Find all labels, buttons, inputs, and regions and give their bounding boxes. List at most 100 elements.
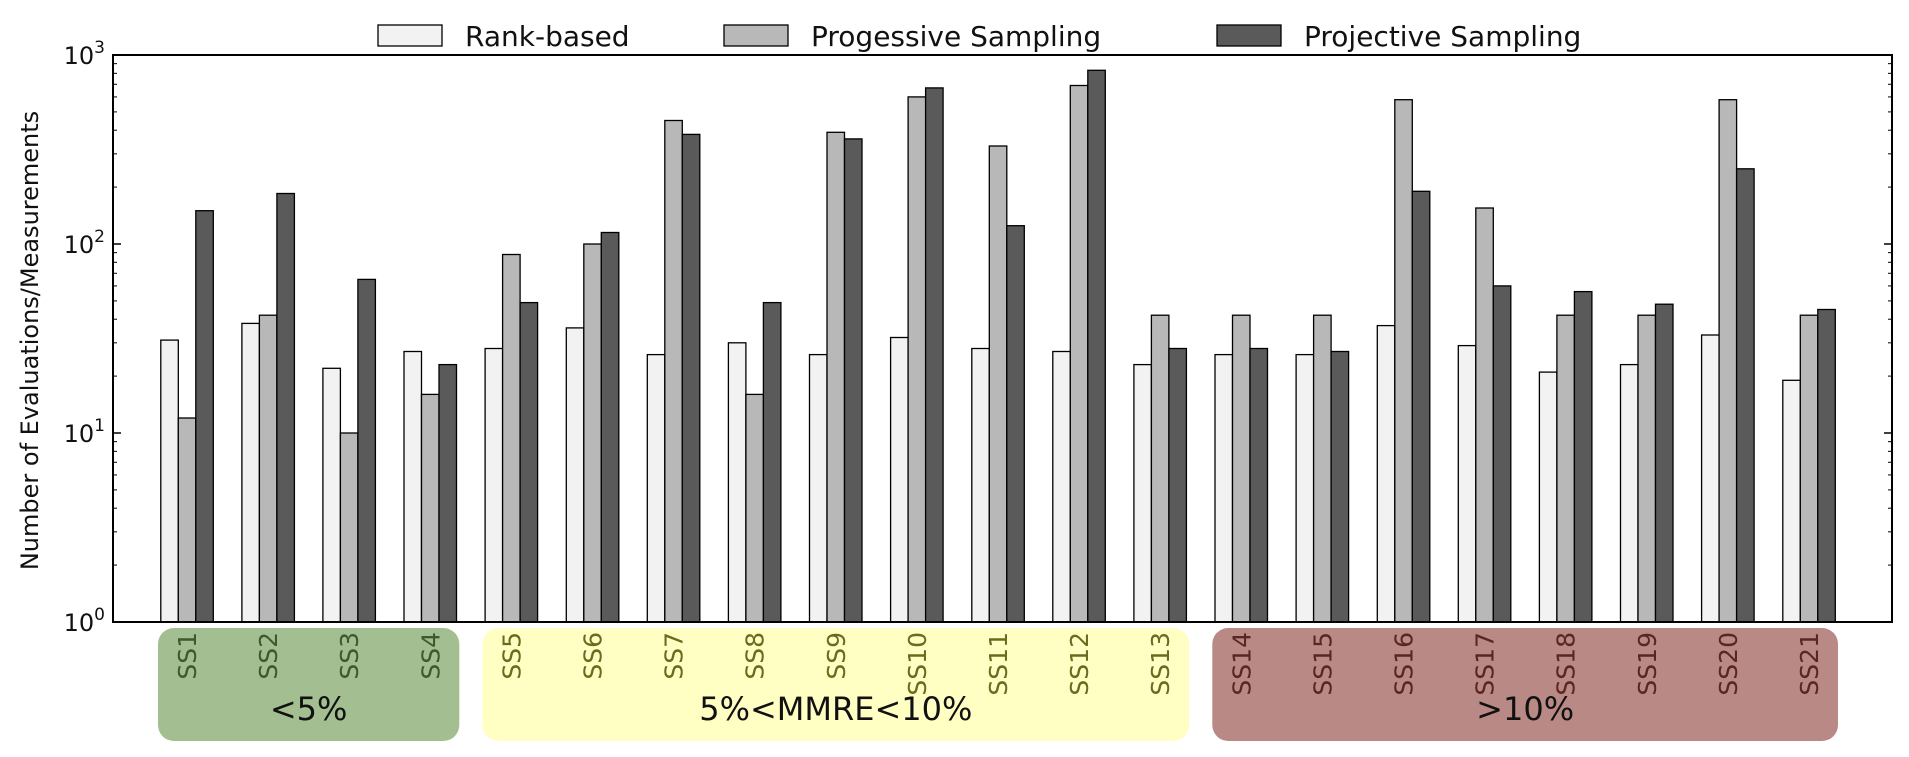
x-tick-label-SS20: SS20 [1714,632,1743,696]
x-tick-label-SS17: SS17 [1471,632,1500,696]
bar-SS12-series-2 [1087,69,1106,623]
x-tick-label-SS16: SS16 [1390,632,1419,696]
group-label-2: >10% [1476,690,1574,728]
bar-SS18-series-2 [1573,290,1593,623]
x-tick-label-SS4: SS4 [416,632,445,680]
x-tick-label-SS19: SS19 [1633,632,1662,696]
bar-SS2-series-2 [276,192,296,623]
y-tick-label-1: 101 [64,416,105,448]
x-axis-labels: SS1 SS2 SS3 SS4 SS5 SS6 SS7 SS8 SS9 SS10 SS11 SS12 S… [173,632,1824,696]
bars [160,69,1836,623]
x-tick-label-SS21: SS21 [1795,632,1824,696]
bar-SS17-series-0 [1457,344,1477,623]
x-tick-label-SS18: SS18 [1552,632,1581,696]
bar-SS10-series-0 [889,336,909,623]
bar-SS18-series-0 [1538,371,1558,623]
bar-SS4-series-2 [438,363,458,623]
bar-SS4-series-1 [420,393,440,623]
bar-SS7-series-0 [646,353,666,623]
legend-swatch-0 [377,24,443,47]
bar-SS14-series-2 [1249,347,1269,623]
group-band-2 [1212,628,1838,741]
bar-SS15-series-1 [1312,314,1332,623]
group-label-1: 5%<MMRE<10% [699,690,972,728]
group-backgrounds: <5% 5%<MMRE<10% >10% [158,628,1838,741]
y-tick-label-0: 100 [64,605,105,637]
bar-SS13-series-1 [1150,314,1170,623]
bar-SS6-series-1 [583,243,602,623]
bar-SS10-series-1 [907,96,927,623]
bar-SS8-series-2 [762,301,782,623]
bar-SS5-series-1 [501,253,521,623]
bar-SS19-series-0 [1619,363,1639,623]
bar-SS16-series-0 [1376,324,1396,623]
y-tick-label-2: 102 [64,227,105,259]
bar-SS21-series-1 [1799,314,1819,623]
bar-SS3-series-0 [322,367,342,623]
x-tick-label-SS14: SS14 [1227,632,1256,696]
bar-SS14-series-0 [1214,353,1234,623]
x-tick-label-SS1: SS1 [173,632,202,680]
bar-SS16-series-1 [1394,99,1413,623]
bar-SS7-series-1 [664,119,683,623]
bar-SS1-series-1 [177,417,197,623]
x-tick-label-SS12: SS12 [1065,632,1094,696]
bar-SS15-series-0 [1295,353,1315,623]
x-tick-label-SS6: SS6 [579,632,608,680]
group-band-0 [158,628,460,741]
bar-SS6-series-0 [565,327,585,623]
bar-SS9-series-1 [826,131,846,623]
bar-SS11-series-1 [988,145,1008,623]
legend-label-0: Rank-based [465,20,630,53]
bar-SS5-series-2 [519,301,539,623]
legend: Rank-based Progessive Sampling Projective … [377,20,1581,53]
x-tick-label-SS5: SS5 [497,632,526,680]
bar-SS11-series-0 [971,347,990,623]
x-tick-label-SS10: SS10 [903,632,932,696]
x-tick-label-SS15: SS15 [1308,632,1337,696]
bar-SS20-series-2 [1735,168,1755,623]
x-tick-label-SS2: SS2 [254,632,283,680]
bar-SS1-series-2 [195,210,214,623]
legend-label-1: Progessive Sampling [811,20,1101,53]
bar-SS20-series-1 [1718,99,1738,623]
y-axis: 100 101 102 103 [64,38,1892,637]
group-band-1 [482,628,1190,741]
bar-SS13-series-0 [1133,363,1153,623]
bar-SS9-series-2 [843,138,863,623]
x-tick-label-SS13: SS13 [1146,632,1175,696]
y-axis-label: Number of Evaluations/Measurements [16,111,44,570]
x-tick-label-SS3: SS3 [335,632,364,680]
bar-SS12-series-1 [1069,84,1089,623]
legend-label-2: Projective Sampling [1304,20,1581,53]
y-tick-label-3: 103 [64,38,105,70]
bar-SS9-series-0 [808,353,828,623]
x-tick-label-SS11: SS11 [984,632,1013,696]
bar-SS12-series-0 [1052,350,1071,623]
bar-SS5-series-0 [484,347,504,623]
group-label-0: <5% [270,690,348,728]
bar-SS17-series-2 [1492,285,1512,623]
bar-SS8-series-0 [727,342,747,623]
bar-SS8-series-1 [745,393,765,623]
plot-frame [112,54,1893,623]
bar-SS14-series-1 [1231,314,1251,623]
x-tick-label-SS8: SS8 [741,632,770,680]
legend-swatch-2 [1216,24,1282,47]
bar-SS3-series-2 [357,278,377,623]
bar-SS3-series-1 [339,432,359,623]
bar-SS15-series-2 [1330,350,1350,623]
legend-swatch-1 [723,24,789,47]
bar-SS6-series-2 [600,231,620,623]
bar-SS19-series-2 [1654,303,1674,623]
bar-SS10-series-2 [924,87,944,623]
bar-SS1-series-0 [160,339,179,623]
bar-SS19-series-1 [1637,314,1657,623]
bar-SS21-series-2 [1817,308,1836,623]
x-tick-label-SS7: SS7 [660,632,689,680]
bar-SS13-series-2 [1168,347,1188,623]
bar-SS4-series-0 [403,350,423,623]
bar-SS2-series-1 [258,314,278,623]
bar-SS20-series-0 [1700,334,1720,623]
